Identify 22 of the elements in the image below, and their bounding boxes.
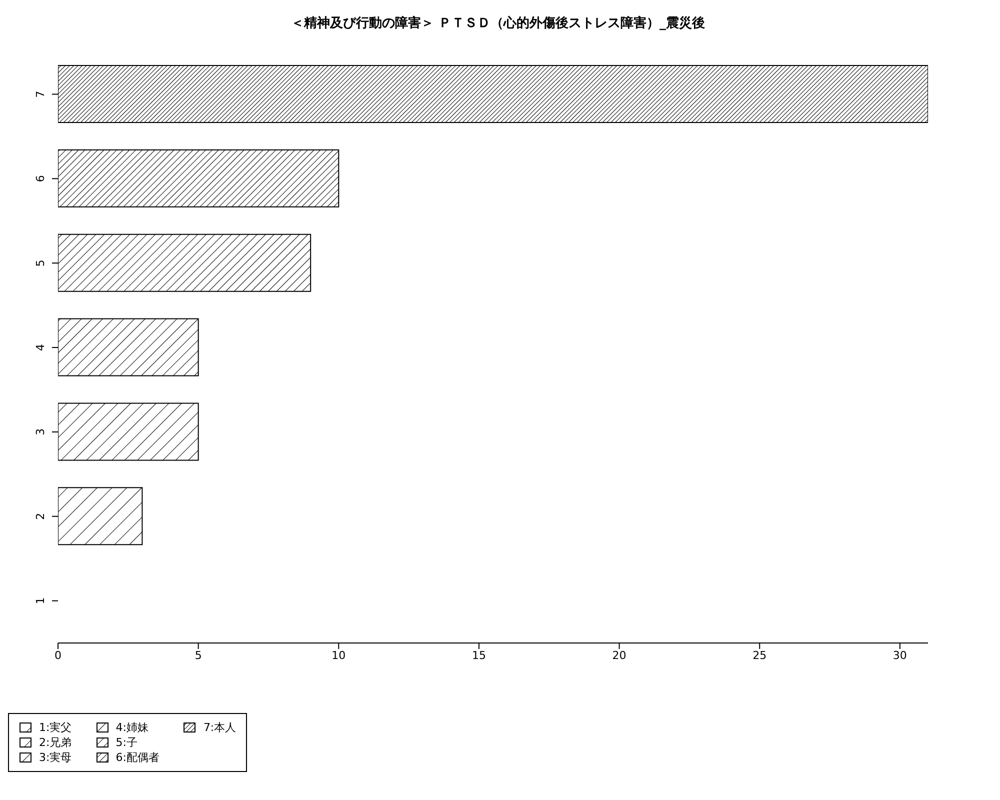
y-tick-label: 4: [34, 344, 47, 351]
y-tick-label: 3: [34, 428, 47, 436]
legend-label: 7:本人: [203, 720, 236, 735]
x-tick-label: 30: [892, 648, 907, 662]
legend-label: 2:兄弟: [39, 735, 72, 750]
x-tick-label: 0: [54, 648, 62, 662]
x-tick-label: 15: [472, 648, 486, 662]
x-tick-label: 10: [332, 648, 346, 662]
y-tick-label: 7: [34, 90, 47, 98]
y-tick-label: 5: [34, 260, 47, 267]
legend-label: 4:姉妹: [116, 720, 148, 735]
x-tick-label: 20: [612, 648, 626, 662]
x-tick-label: 5: [194, 648, 202, 662]
y-tick-label: 6: [34, 175, 47, 182]
y-tick-label: 2: [34, 512, 47, 520]
legend-label: 3:実母: [39, 750, 72, 765]
legend-label: 1:実父: [39, 720, 72, 735]
legend-label: 5:子: [116, 735, 138, 750]
x-tick-label: 25: [752, 648, 767, 662]
legend-label: 6:配偶者: [116, 750, 160, 765]
chart-title: ＜精神及び行動の障害＞ ＰＴＳＤ（心的外傷後ストレス障害）_震災後: [290, 14, 706, 32]
y-tick-label: 1: [34, 597, 47, 604]
